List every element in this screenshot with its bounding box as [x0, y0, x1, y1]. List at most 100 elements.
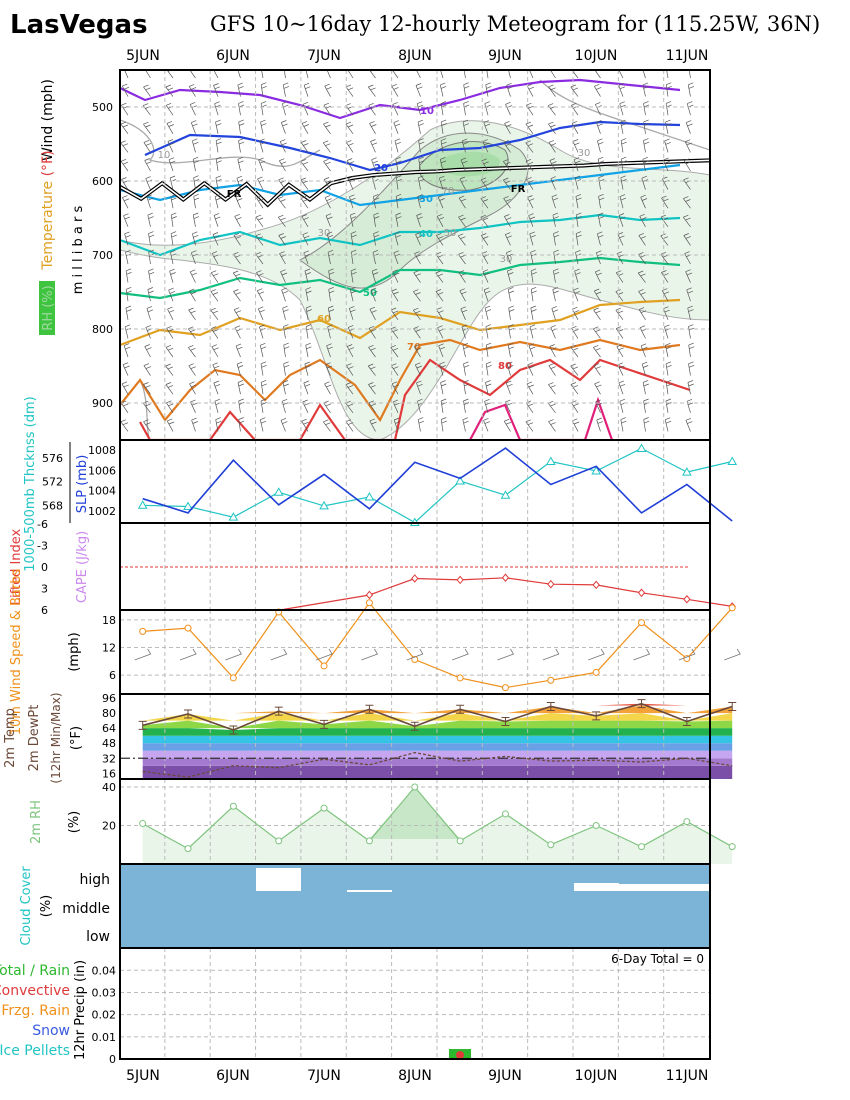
wind-barb: [305, 342, 312, 358]
wind-barb: [349, 287, 357, 302]
wind-barb: [643, 417, 650, 432]
wind-barb: [462, 342, 469, 358]
isotherm-t90: [469, 396, 614, 440]
wind-barb: [142, 103, 151, 116]
wind-barb: [193, 193, 200, 209]
wind-barb: [189, 288, 197, 302]
wind-barb: [618, 213, 626, 227]
wind-barb: [212, 232, 220, 246]
wind-barb: [394, 138, 401, 153]
date-label-bottom: 5JUN: [126, 1068, 160, 1084]
wind-barb: [282, 305, 289, 320]
wind-barb: [260, 119, 267, 134]
rh-peak-shade: [369, 786, 461, 839]
wind-barb: [238, 417, 245, 432]
wind-barb: [283, 70, 286, 79]
wind-barb: [191, 138, 199, 153]
precip-convective-marker: [456, 1051, 464, 1059]
wind-barb: [485, 342, 492, 358]
wind-barb: [525, 121, 534, 135]
wind-barb: [279, 251, 287, 265]
wind-barb: [188, 345, 196, 358]
wind-barb: [663, 157, 670, 172]
wind-barb: [598, 193, 605, 209]
isotherm-label: 30: [419, 194, 433, 205]
wind-barb: [463, 398, 470, 413]
wind-barb: [463, 361, 470, 376]
wind-barb: [548, 382, 556, 395]
wind-barb: [414, 362, 422, 376]
upper-air-content: FR FR 10 20 30 40 50 60 70 80 10 30 30 50 70 30: [120, 70, 710, 440]
wind-barb: [391, 381, 399, 395]
wind-barb: [395, 193, 402, 209]
wind-barb: [232, 270, 241, 283]
wind-barb: [391, 363, 399, 376]
wind-barb: [548, 363, 556, 376]
wind-barb: [325, 213, 333, 227]
temperature-tick: 64: [102, 722, 116, 735]
wind-barb: [639, 325, 647, 339]
lifted-index-axis-label: Lifted Index: [9, 528, 24, 605]
wind-speed-point: [638, 619, 646, 627]
wind-barb: [418, 138, 425, 153]
wind-speed-point: [501, 684, 509, 692]
wind-barb: [143, 84, 151, 97]
wind-barb: [683, 196, 691, 209]
thickness-tick: 568: [42, 499, 63, 512]
wind-barb: [371, 268, 379, 283]
cloud-level-label: low: [86, 929, 110, 945]
wind-barb: [350, 268, 357, 283]
wind-barb: [572, 139, 580, 153]
wind-barb: [301, 121, 309, 134]
wind-barb: [170, 212, 177, 227]
wind-barb: [525, 140, 534, 153]
temperature-tick: 16: [102, 767, 116, 780]
wind-barb: [594, 70, 601, 79]
date-label-bottom: 9JUN: [488, 1068, 522, 1084]
cloud-gap: [347, 890, 392, 892]
wind-barb: [552, 287, 559, 302]
wind-barb: [349, 212, 357, 227]
wind-barb: [121, 83, 130, 97]
temperature-minmax-bar: [456, 704, 465, 714]
wind-barb: [440, 70, 444, 79]
wind-barb: [615, 326, 624, 339]
millibars-axis-label: m i l l i b a r s: [71, 206, 86, 295]
rh2m-panel: 20 40 2m RH (%): [29, 778, 736, 865]
wind-barb: [415, 70, 421, 79]
wind-barb: [346, 363, 354, 376]
wind-axis-label: Wind (mph): [40, 79, 56, 161]
rh-point: [184, 845, 192, 853]
wind-barb: [238, 119, 245, 134]
wind-barb: [323, 419, 331, 432]
lifted-index-line: [279, 577, 733, 611]
panel-frame: [119, 947, 711, 1060]
cloud-gap: [256, 868, 301, 891]
wind-barb: [190, 399, 198, 413]
wind-barb: [260, 379, 267, 395]
thickness-point: [137, 500, 148, 509]
rh-point: [411, 783, 419, 791]
wind-barb: [302, 399, 310, 413]
wind-barb: [165, 84, 174, 97]
surface-wind-barb: [406, 648, 424, 661]
wind-barb: [551, 194, 559, 209]
wind-barb: [619, 194, 627, 209]
lifted-index-tick: 3: [41, 583, 48, 596]
wind-barb: [237, 82, 244, 97]
wind-barb: [620, 138, 627, 153]
wind-barb: [302, 232, 310, 246]
wind-barb: [504, 214, 512, 227]
wind-barb: [124, 324, 132, 339]
wind-barb: [687, 82, 695, 97]
rh-point: [592, 821, 600, 829]
wind-barb: [620, 156, 627, 172]
wind-barb: [258, 157, 266, 172]
isotherm-label: 10: [420, 106, 434, 117]
wind-barb: [549, 344, 557, 358]
temperature-minmax-bar: [184, 709, 193, 719]
wind-barb: [686, 101, 694, 116]
wind-barb: [189, 381, 197, 395]
wind-barb: [188, 326, 196, 339]
